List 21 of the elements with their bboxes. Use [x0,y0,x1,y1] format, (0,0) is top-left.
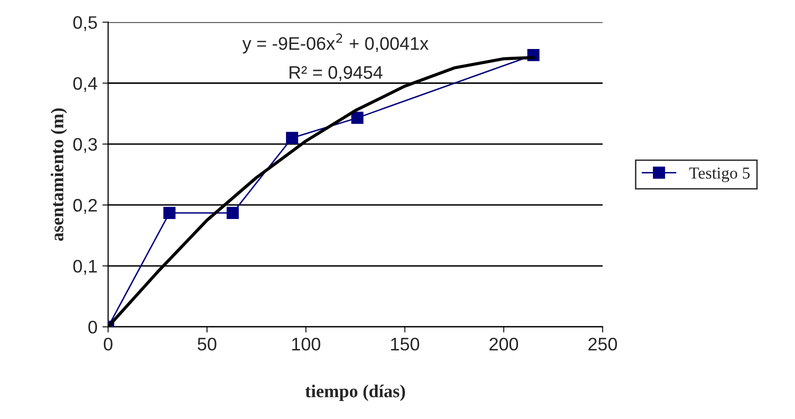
y-tick-label: 0,1 [73,260,97,275]
point [163,206,176,219]
y-tick-label: 0,4 [73,77,98,92]
point [226,206,239,219]
annotation: R² = 0,9454 [290,66,382,81]
y-tick-label: 0,3 [73,138,97,153]
annotation: y = -9E-06x$^{2}$ + 0,0041x [242,33,428,54]
y-tick-label: 0,2 [73,198,97,214]
x-tick-label: 200 [490,338,518,350]
x-axis-title: tiempo (días) [305,384,405,402]
legend-label: Testigo 5 [689,168,750,182]
point [351,112,364,124]
point [286,132,298,144]
y-tick-label: 0 [88,320,97,334]
x-tick-label: 250 [588,338,617,350]
y-tick-label: 0,5 [73,16,97,32]
x-tick-label: 150 [391,338,420,350]
x-tick-label: 100 [292,338,320,350]
x-tick-label: 0 [104,338,112,350]
y-axis-title: asentamiento (m) [50,108,68,241]
x-tick-label: 50 [198,338,216,350]
